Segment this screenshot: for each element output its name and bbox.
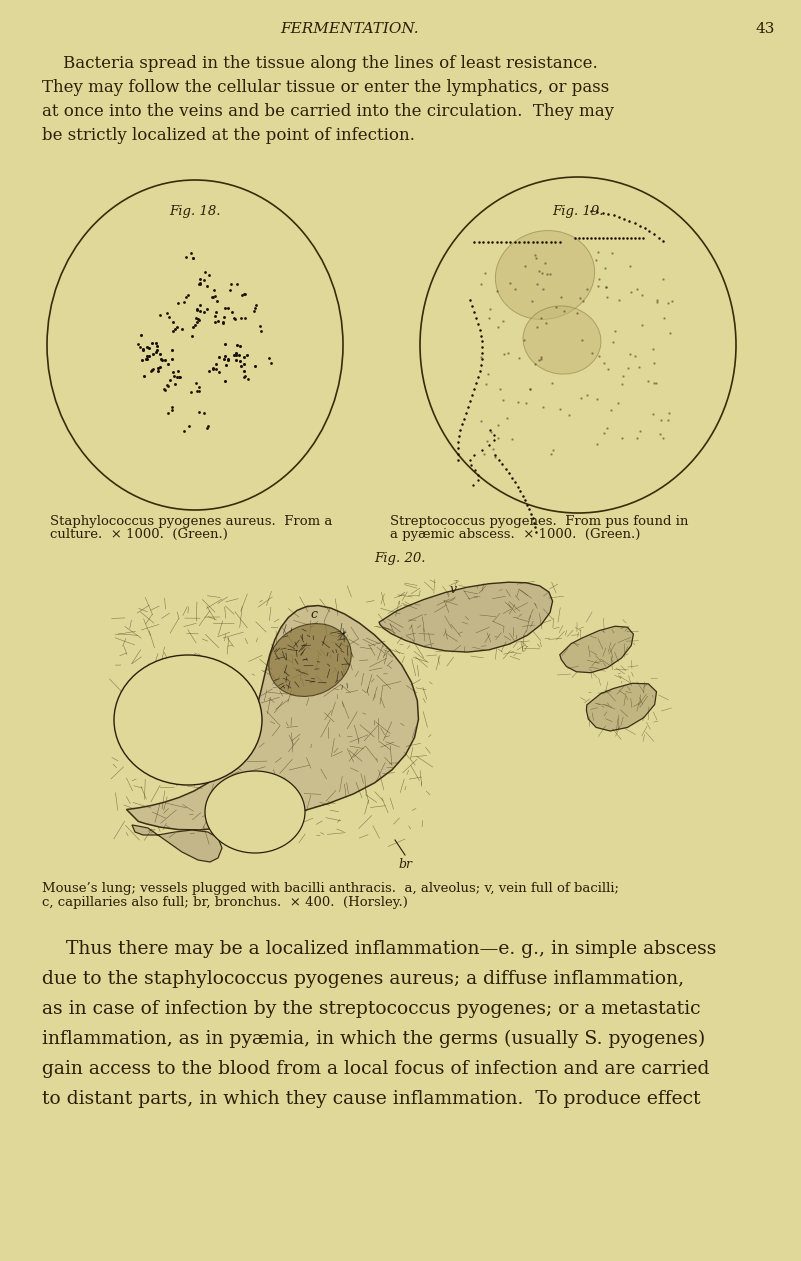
Ellipse shape [114,654,262,786]
Text: FERMENTATION.: FERMENTATION. [280,21,419,37]
Ellipse shape [420,177,736,513]
Polygon shape [586,683,657,731]
Text: be strictly localized at the point of infection.: be strictly localized at the point of in… [42,127,415,144]
Ellipse shape [47,180,343,509]
Polygon shape [132,825,222,863]
Ellipse shape [523,306,601,375]
Text: as in case of infection by the streptococcus pyogenes; or a metastatic: as in case of infection by the streptoco… [42,1000,701,1018]
Polygon shape [127,605,418,830]
Text: at once into the veins and be carried into the circulation.  They may: at once into the veins and be carried in… [42,103,614,120]
Text: Bacteria spread in the tissue along the lines of least resistance.: Bacteria spread in the tissue along the … [42,55,598,72]
Polygon shape [379,583,553,652]
Ellipse shape [495,231,594,319]
Text: c, capillaries also full; br, bronchus.  × 400.  (Horsley.): c, capillaries also full; br, bronchus. … [42,897,408,909]
Ellipse shape [205,770,305,852]
Text: br: br [398,857,412,871]
Text: inflammation, as in pyæmia, in which the germs (usually S. pyogenes): inflammation, as in pyæmia, in which the… [42,1030,705,1048]
Ellipse shape [269,623,352,696]
Text: Staphylococcus pyogenes aureus.  From a: Staphylococcus pyogenes aureus. From a [50,514,332,528]
Text: gain access to the blood from a local focus of infection and are carried: gain access to the blood from a local fo… [42,1061,710,1078]
Text: a pyæmic abscess.  × 1000.  (Green.): a pyæmic abscess. × 1000. (Green.) [390,528,640,541]
Text: Thus there may be a localized inflammation—e. g., in simple abscess: Thus there may be a localized inflammati… [42,939,716,958]
Text: 43: 43 [755,21,775,37]
Text: Fig. 18.: Fig. 18. [169,206,221,218]
Text: a: a [120,725,127,738]
Text: Streptococcus pyogenes.  From pus found in: Streptococcus pyogenes. From pus found i… [390,514,688,528]
Polygon shape [560,627,634,672]
Text: to distant parts, in which they cause inflammation.  To produce effect: to distant parts, in which they cause in… [42,1090,701,1108]
Text: Fig. 20.: Fig. 20. [374,552,426,565]
Text: c: c [310,608,317,620]
Text: due to the staphylococcus pyogenes aureus; a diffuse inflammation,: due to the staphylococcus pyogenes aureu… [42,970,684,989]
Text: v: v [450,583,457,596]
Text: culture.  × 1000.  (Green.): culture. × 1000. (Green.) [50,528,227,541]
Text: They may follow the cellular tissue or enter the lymphatics, or pass: They may follow the cellular tissue or e… [42,79,610,96]
Text: Fig. 19.: Fig. 19. [552,206,604,218]
Text: Mouse’s lung; vessels plugged with bacilli anthracis.  a, alveolus; v, vein full: Mouse’s lung; vessels plugged with bacil… [42,881,619,895]
